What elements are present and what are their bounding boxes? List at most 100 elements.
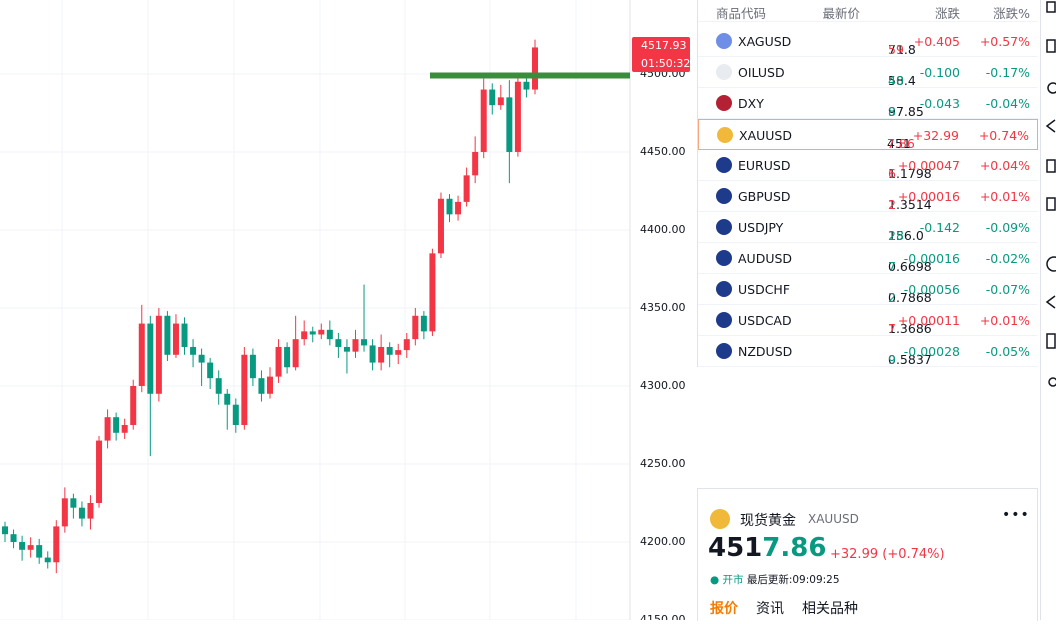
price-main: 1.1798 bbox=[888, 166, 932, 181]
candle-body bbox=[412, 315, 419, 340]
header-cell: 最新价 bbox=[822, 6, 860, 21]
change: -0.142 bbox=[919, 220, 960, 235]
watchlist-row[interactable]: AUDUSD 0.6698 7 -0.00016 -0.02% bbox=[698, 243, 1038, 274]
candle-body bbox=[138, 323, 145, 386]
change-pct: -0.04% bbox=[985, 96, 1030, 111]
candle-body bbox=[369, 345, 376, 363]
candle-body bbox=[164, 315, 171, 355]
change-pct: -0.05% bbox=[985, 344, 1030, 359]
candle-body bbox=[352, 339, 359, 352]
tab[interactable]: 报价 bbox=[710, 601, 738, 617]
symbol: USDCAD bbox=[738, 313, 792, 328]
candle-body bbox=[2, 526, 8, 535]
change-pct: -0.09% bbox=[985, 220, 1030, 235]
candle-body bbox=[301, 331, 308, 340]
candle-body bbox=[386, 346, 393, 355]
candle-body bbox=[292, 339, 299, 368]
candle-body bbox=[506, 97, 513, 152]
countdown: 01:50:32 bbox=[641, 57, 690, 70]
change-pct: +0.04% bbox=[979, 158, 1030, 173]
candle-body bbox=[10, 534, 17, 542]
candle-body bbox=[378, 346, 385, 363]
candle-body bbox=[113, 417, 120, 433]
change-pct: -0.17% bbox=[985, 65, 1030, 80]
symbol: NZDUSD bbox=[738, 344, 793, 359]
more-button[interactable]: ••• bbox=[1002, 507, 1030, 523]
candle-body bbox=[395, 350, 402, 355]
candle-body bbox=[472, 151, 479, 176]
symbol: OILUSD bbox=[738, 65, 785, 80]
change-pct: +0.01% bbox=[979, 189, 1030, 204]
candle-body bbox=[497, 97, 504, 106]
last-price: 4517.93 bbox=[641, 39, 687, 52]
price-highlight: 7 bbox=[888, 259, 896, 274]
y-tick-label: 4150.00 bbox=[640, 613, 686, 620]
watchlist-row[interactable]: NZDUSD 0.5837 9 -0.00028 -0.05% bbox=[698, 336, 1038, 367]
candle-body bbox=[104, 417, 111, 441]
candle-body bbox=[429, 253, 436, 332]
watchlist-row[interactable]: DXY 97.85 8 -0.043 -0.04% bbox=[698, 88, 1038, 119]
candle-body bbox=[455, 201, 462, 215]
watchlist-row[interactable]: USDCHF 0.7868 2 -0.00056 -0.07% bbox=[698, 274, 1038, 305]
price-main: 97.85 bbox=[888, 104, 924, 119]
symbol-icon bbox=[717, 127, 733, 143]
candle-body bbox=[96, 440, 103, 503]
candle-body bbox=[87, 502, 94, 519]
price-main: 451 bbox=[887, 136, 911, 151]
candle-body bbox=[335, 339, 342, 347]
watchlist-row[interactable]: EURUSD 1.1798 6 +0.00047 +0.04% bbox=[698, 150, 1038, 181]
candle-body bbox=[44, 557, 51, 563]
detail-change: +32.99 (+0.74%) bbox=[830, 547, 945, 562]
watchlist-header: 商品代码 最新价 涨跌 涨跌% bbox=[698, 0, 1038, 22]
price-main: 71.8 bbox=[888, 42, 916, 57]
candle-body bbox=[53, 526, 60, 563]
symbol-icon bbox=[716, 281, 732, 297]
price-main: 1.3514 bbox=[888, 197, 932, 212]
price-tag bbox=[632, 37, 690, 72]
change: -0.100 bbox=[919, 65, 960, 80]
candle-body bbox=[258, 378, 265, 394]
change-pct: +0.01% bbox=[979, 313, 1030, 328]
tab[interactable]: 资讯 bbox=[756, 601, 784, 617]
change: +0.00011 bbox=[897, 313, 960, 328]
candle-body bbox=[403, 339, 410, 351]
tab[interactable]: 相关品种 bbox=[802, 601, 858, 617]
price-highlight: 28 bbox=[888, 228, 904, 243]
candle-body bbox=[27, 545, 34, 550]
symbol-icon bbox=[716, 157, 732, 173]
candle-body bbox=[437, 198, 444, 254]
change: +32.99 bbox=[912, 128, 959, 143]
candle-body bbox=[267, 376, 273, 394]
change: -0.00056 bbox=[903, 282, 960, 297]
watchlist-row[interactable]: XAUUSD 451 7.86 +32.99 +0.74% bbox=[698, 119, 1038, 151]
candle-body bbox=[241, 354, 248, 425]
price-highlight: 59 bbox=[888, 42, 904, 57]
candle-body bbox=[121, 424, 128, 433]
candle-body bbox=[284, 346, 291, 368]
symbol: USDCHF bbox=[738, 282, 791, 297]
symbol: EURUSD bbox=[738, 158, 791, 173]
price-main: 0.7868 bbox=[888, 290, 932, 305]
watchlist-row[interactable]: GBPUSD 1.3514 2 +0.00016 +0.01% bbox=[698, 181, 1038, 212]
watchlist-row[interactable]: USDJPY 156.0 28 -0.142 -0.09% bbox=[698, 212, 1038, 243]
candle-body bbox=[147, 323, 154, 394]
header-cell: 商品代码 bbox=[716, 6, 767, 21]
price-highlight: 7.86 bbox=[887, 136, 915, 151]
chart: 4150.00 4200.00 4250.00 4300.00 4350.00 4400.… bbox=[0, 0, 690, 620]
candle-body bbox=[172, 323, 179, 355]
y-tick-label: 4250.00 bbox=[640, 457, 686, 470]
price-main: 58.4 bbox=[888, 73, 916, 88]
symbol: AUDUSD bbox=[738, 251, 793, 266]
header-cell: 涨跌 bbox=[934, 6, 960, 21]
watchlist-row[interactable]: OILUSD 58.4 40 -0.100 -0.17% bbox=[698, 57, 1038, 88]
watchlist-row[interactable]: XAGUSD 71.8 59 +0.405 +0.57% bbox=[698, 26, 1038, 57]
detail-symbol: XAUUSD bbox=[808, 512, 859, 526]
price-highlight: 2 bbox=[888, 290, 896, 305]
change: +0.00047 bbox=[897, 158, 960, 173]
candle-body bbox=[181, 323, 188, 347]
symbol: GBPUSD bbox=[738, 189, 791, 204]
watchlist: 商品代码 最新价 涨跌 涨跌% XAGUSD 71.8 59 +0.405 +0.57% OILU… bbox=[697, 0, 1038, 367]
candle-body bbox=[224, 393, 231, 405]
watchlist-row[interactable]: USDCAD 1.3686 7 +0.00011 +0.01% bbox=[698, 305, 1038, 336]
candle-body bbox=[489, 89, 496, 106]
